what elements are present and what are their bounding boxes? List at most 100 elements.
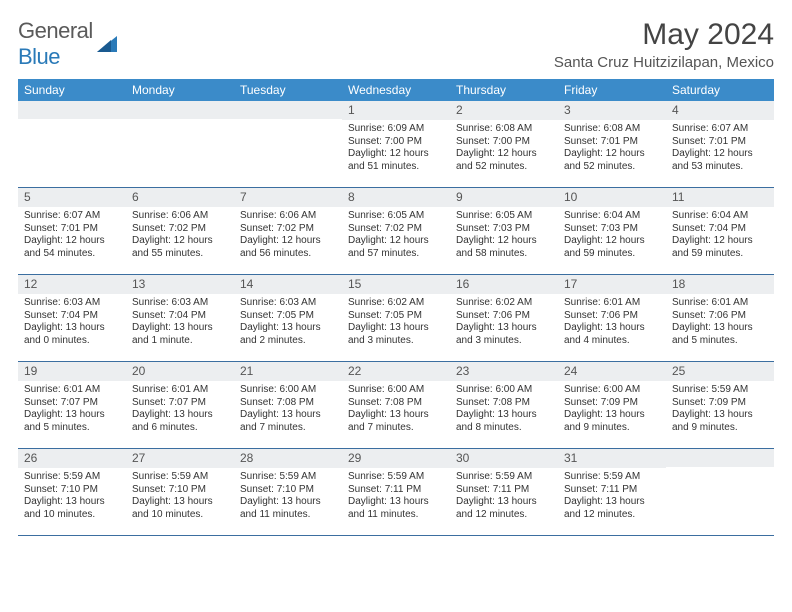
- day-cell: 7Sunrise: 6:06 AMSunset: 7:02 PMDaylight…: [234, 188, 342, 274]
- day-body: [666, 467, 774, 474]
- day-body: Sunrise: 6:00 AMSunset: 7:08 PMDaylight:…: [234, 381, 342, 438]
- day-cell: 23Sunrise: 6:00 AMSunset: 7:08 PMDayligh…: [450, 362, 558, 448]
- day-cell: 15Sunrise: 6:02 AMSunset: 7:05 PMDayligh…: [342, 275, 450, 361]
- day-line: Sunrise: 6:04 AM: [564, 210, 660, 223]
- day-cell: [234, 101, 342, 187]
- day-line: Daylight: 13 hours: [348, 322, 444, 335]
- day-body: Sunrise: 6:01 AMSunset: 7:06 PMDaylight:…: [666, 294, 774, 351]
- day-line: Sunrise: 6:01 AM: [672, 297, 768, 310]
- day-line: Sunset: 7:10 PM: [24, 484, 120, 497]
- day-line: Sunset: 7:03 PM: [564, 223, 660, 236]
- day-line: Sunset: 7:10 PM: [132, 484, 228, 497]
- day-cell: 25Sunrise: 5:59 AMSunset: 7:09 PMDayligh…: [666, 362, 774, 448]
- day-number: 26: [18, 449, 126, 468]
- day-line: Daylight: 12 hours: [348, 235, 444, 248]
- day-number: 20: [126, 362, 234, 381]
- day-body: Sunrise: 6:03 AMSunset: 7:04 PMDaylight:…: [18, 294, 126, 351]
- day-line: Daylight: 13 hours: [240, 409, 336, 422]
- day-line: Daylight: 13 hours: [132, 496, 228, 509]
- day-cell: 9Sunrise: 6:05 AMSunset: 7:03 PMDaylight…: [450, 188, 558, 274]
- day-cell: 26Sunrise: 5:59 AMSunset: 7:10 PMDayligh…: [18, 449, 126, 535]
- day-line: and 7 minutes.: [348, 422, 444, 435]
- day-number: 23: [450, 362, 558, 381]
- day-number: 7: [234, 188, 342, 207]
- day-body: Sunrise: 6:03 AMSunset: 7:04 PMDaylight:…: [126, 294, 234, 351]
- day-line: Sunset: 7:01 PM: [564, 136, 660, 149]
- day-line: Sunset: 7:02 PM: [132, 223, 228, 236]
- day-body: Sunrise: 5:59 AMSunset: 7:11 PMDaylight:…: [558, 468, 666, 525]
- day-line: Daylight: 13 hours: [672, 322, 768, 335]
- day-line: and 5 minutes.: [672, 335, 768, 348]
- day-body: [18, 119, 126, 126]
- week-row: 19Sunrise: 6:01 AMSunset: 7:07 PMDayligh…: [18, 362, 774, 449]
- day-line: Sunrise: 6:06 AM: [132, 210, 228, 223]
- day-line: Sunset: 7:02 PM: [240, 223, 336, 236]
- day-line: Daylight: 12 hours: [24, 235, 120, 248]
- day-body: Sunrise: 5:59 AMSunset: 7:11 PMDaylight:…: [342, 468, 450, 525]
- day-line: Daylight: 12 hours: [672, 148, 768, 161]
- day-line: Sunrise: 6:05 AM: [456, 210, 552, 223]
- day-line: and 59 minutes.: [564, 248, 660, 261]
- day-body: [126, 119, 234, 126]
- day-line: Sunrise: 6:04 AM: [672, 210, 768, 223]
- day-number: 10: [558, 188, 666, 207]
- day-line: and 54 minutes.: [24, 248, 120, 261]
- day-line: Sunset: 7:00 PM: [348, 136, 444, 149]
- day-line: Daylight: 13 hours: [24, 496, 120, 509]
- day-cell: 2Sunrise: 6:08 AMSunset: 7:00 PMDaylight…: [450, 101, 558, 187]
- day-body: Sunrise: 6:02 AMSunset: 7:06 PMDaylight:…: [450, 294, 558, 351]
- logo-triangle-icon: [97, 36, 117, 52]
- day-cell: 24Sunrise: 6:00 AMSunset: 7:09 PMDayligh…: [558, 362, 666, 448]
- day-cell: 13Sunrise: 6:03 AMSunset: 7:04 PMDayligh…: [126, 275, 234, 361]
- day-number: 11: [666, 188, 774, 207]
- day-line: Sunset: 7:01 PM: [24, 223, 120, 236]
- weekday-monday: Monday: [126, 79, 234, 101]
- day-line: Sunrise: 6:01 AM: [24, 384, 120, 397]
- day-line: Sunset: 7:05 PM: [240, 310, 336, 323]
- day-line: Daylight: 13 hours: [24, 409, 120, 422]
- day-line: and 10 minutes.: [132, 509, 228, 522]
- day-line: Sunrise: 6:01 AM: [132, 384, 228, 397]
- day-body: Sunrise: 6:01 AMSunset: 7:07 PMDaylight:…: [126, 381, 234, 438]
- day-cell: 27 Sunrise: 5:59 AMSunset: 7:10 PMDayligh…: [126, 449, 234, 535]
- day-body: Sunrise: 5:59 AMSunset: 7:11 PMDaylight:…: [450, 468, 558, 525]
- day-number: 19: [18, 362, 126, 381]
- day-line: Daylight: 12 hours: [456, 148, 552, 161]
- day-line: and 57 minutes.: [348, 248, 444, 261]
- day-line: Sunrise: 6:09 AM: [348, 123, 444, 136]
- day-line: Sunset: 7:11 PM: [456, 484, 552, 497]
- day-cell: 12Sunrise: 6:03 AMSunset: 7:04 PMDayligh…: [18, 275, 126, 361]
- day-body: Sunrise: 5:59 AMSunset: 7:09 PMDaylight:…: [666, 381, 774, 438]
- day-line: and 55 minutes.: [132, 248, 228, 261]
- day-line: Sunrise: 5:59 AM: [132, 471, 228, 484]
- day-number: 13: [126, 275, 234, 294]
- day-line: and 12 minutes.: [456, 509, 552, 522]
- day-number: 27: [126, 449, 234, 468]
- day-cell: 18Sunrise: 6:01 AMSunset: 7:06 PMDayligh…: [666, 275, 774, 361]
- day-number: 9: [450, 188, 558, 207]
- day-cell: 19Sunrise: 6:01 AMSunset: 7:07 PMDayligh…: [18, 362, 126, 448]
- day-number: 17: [558, 275, 666, 294]
- day-number: 6: [126, 188, 234, 207]
- day-line: Daylight: 13 hours: [240, 496, 336, 509]
- day-line: and 52 minutes.: [456, 161, 552, 174]
- day-number: 28: [234, 449, 342, 468]
- logo-text: General Blue: [18, 18, 93, 70]
- day-cell: 31Sunrise: 5:59 AMSunset: 7:11 PMDayligh…: [558, 449, 666, 535]
- day-line: Daylight: 13 hours: [456, 322, 552, 335]
- day-line: and 11 minutes.: [240, 509, 336, 522]
- day-line: Daylight: 12 hours: [672, 235, 768, 248]
- day-line: and 59 minutes.: [672, 248, 768, 261]
- day-line: Sunrise: 5:59 AM: [240, 471, 336, 484]
- day-line: Daylight: 12 hours: [564, 235, 660, 248]
- day-line: Daylight: 13 hours: [564, 409, 660, 422]
- day-line: Sunset: 7:09 PM: [672, 397, 768, 410]
- day-body: Sunrise: 6:08 AMSunset: 7:01 PMDaylight:…: [558, 120, 666, 177]
- day-line: Sunset: 7:08 PM: [348, 397, 444, 410]
- day-number: 8: [342, 188, 450, 207]
- day-number: 2: [450, 101, 558, 120]
- weekday-tuesday: Tuesday: [234, 79, 342, 101]
- day-line: and 12 minutes.: [564, 509, 660, 522]
- day-line: Sunset: 7:06 PM: [672, 310, 768, 323]
- day-number: 22: [342, 362, 450, 381]
